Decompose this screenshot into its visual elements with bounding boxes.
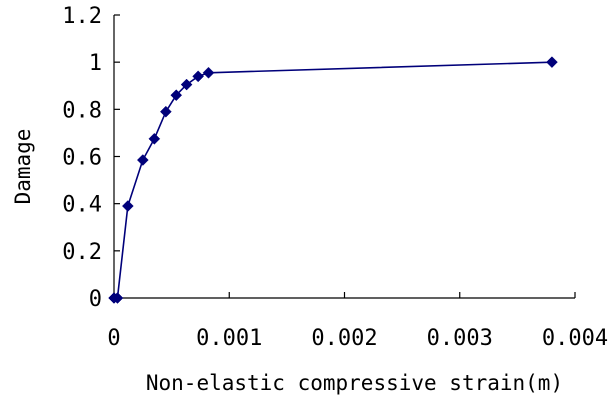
x-tick-label: 0.002 — [311, 326, 377, 351]
y-tick-label: 0 — [89, 287, 102, 312]
y-tick-label: 0.6 — [62, 146, 102, 171]
data-point — [160, 105, 172, 118]
y-tick-label: 0.8 — [62, 98, 102, 123]
y-tick-label: 1 — [89, 51, 102, 76]
x-tick-label: 0.001 — [196, 326, 262, 351]
y-tick-label: 1.2 — [62, 4, 102, 29]
data-point — [192, 70, 204, 83]
y-axis-label: Damage — [11, 129, 35, 205]
data-point — [170, 89, 183, 102]
x-tick-label: 0.004 — [542, 326, 608, 351]
y-tick-label: 0.2 — [62, 240, 102, 265]
series-group — [108, 56, 558, 304]
data-point — [546, 56, 558, 69]
data-point — [111, 292, 124, 304]
x-ticks: 0 0.001 0.002 0.003 0.004 — [107, 292, 608, 351]
data-point — [148, 132, 161, 145]
axes — [113, 15, 575, 299]
data-point — [202, 66, 215, 79]
x-tick-label: 0 — [107, 326, 120, 351]
data-point — [180, 78, 193, 91]
data-point — [121, 200, 134, 212]
x-tick-label: 0.003 — [427, 326, 493, 351]
data-point — [136, 154, 149, 166]
y-ticks: 0 0.2 0.4 0.6 0.8 1 1.2 — [62, 4, 120, 312]
y-tick-label: 0.4 — [62, 193, 102, 218]
x-axis-label: Non-elastic compressive strain(m) — [146, 371, 563, 395]
